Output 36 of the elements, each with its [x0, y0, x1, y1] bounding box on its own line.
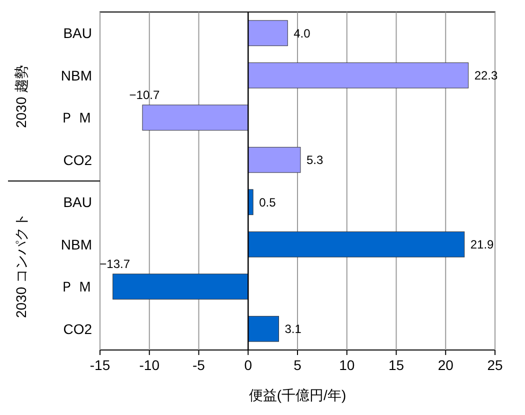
- data-label: 3.1: [284, 322, 302, 336]
- text: 2030 コンパクト: [13, 212, 29, 318]
- y-tick-label: Ｐ Ｍ: [60, 278, 92, 295]
- bar: [248, 62, 469, 88]
- bar: [112, 274, 248, 300]
- y-tick-label: BAU: [63, 25, 92, 42]
- y-tick-label: NBM: [60, 67, 92, 84]
- data-label: −13.7: [100, 256, 130, 271]
- x-tick-label: -15: [90, 357, 110, 373]
- y-tick-label: CO2: [63, 320, 92, 337]
- x-tick-label: 5: [294, 357, 302, 373]
- bar: [248, 231, 465, 258]
- text: 2030 趨勢: [13, 64, 29, 128]
- y-tick-label: CO2: [63, 152, 92, 168]
- bar: [248, 146, 301, 173]
- data-label: 0.5: [259, 195, 276, 210]
- bar: [248, 316, 279, 342]
- x-tick-label: -10: [139, 357, 160, 373]
- x-tick-label: 15: [388, 357, 404, 373]
- data-label: 4.0: [294, 26, 311, 40]
- data-label: 21.9: [470, 238, 494, 252]
- bar: [248, 189, 254, 216]
- x-tick-label: 20: [438, 357, 454, 373]
- bar: [248, 20, 288, 46]
- data-label: 5.3: [306, 153, 324, 168]
- data-label: 22.3: [474, 68, 498, 83]
- x-tick-label: 10: [339, 357, 355, 373]
- y-tick-label: BAU: [63, 194, 92, 210]
- y-tick-label: Ｐ Ｍ: [60, 110, 92, 126]
- x-tick-label: 25: [487, 357, 503, 373]
- bar: [142, 104, 248, 131]
- x-tick-label: -5: [192, 357, 206, 373]
- y-tick-label: NBM: [60, 236, 92, 252]
- data-label: −10.7: [129, 88, 160, 102]
- x-tick-label: 0: [244, 357, 252, 373]
- x-axis-title: 便益(千億円/年): [248, 387, 346, 403]
